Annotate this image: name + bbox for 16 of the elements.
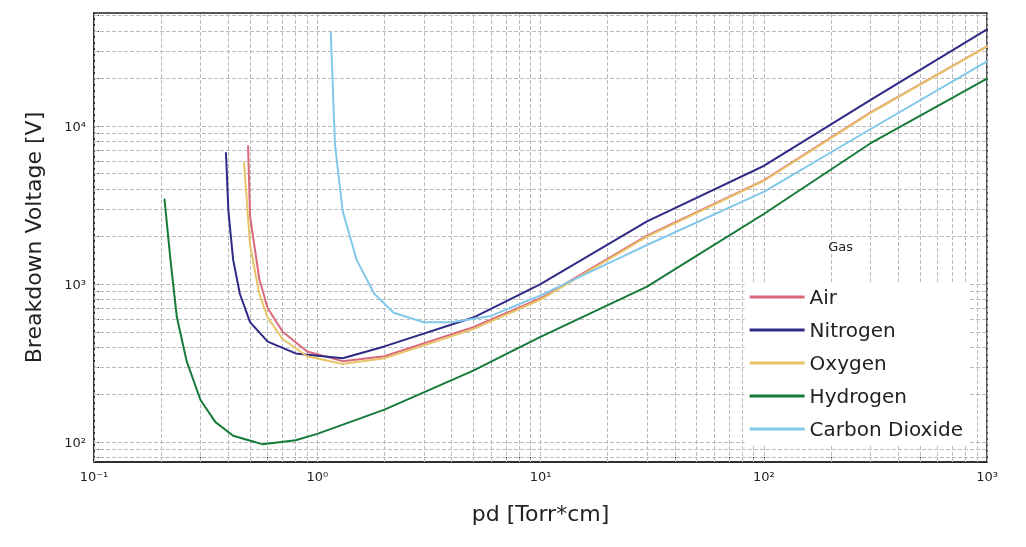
x-tick-label: 10¹ [529, 469, 552, 484]
legend-label: Hydrogen [809, 384, 907, 408]
legend-label: Carbon Dioxide [809, 417, 964, 441]
y-axis-title: Breakdown Voltage [V] [20, 111, 46, 364]
y-tick-label: 10⁴ [64, 118, 86, 134]
y-tick-label: 10² [64, 434, 86, 450]
legend-label: Oxygen [809, 351, 887, 375]
x-tick-label: 10⁰ [306, 469, 329, 484]
x-axis-title: pd [Torr*cm] [471, 500, 610, 526]
legend-title: Gas [828, 239, 854, 254]
x-tick-label: 10³ [976, 469, 998, 484]
x-tick-label: 10⁻¹ [79, 469, 109, 484]
x-tick-label: 10² [752, 469, 775, 484]
y-tick-label: 10³ [64, 276, 86, 292]
legend-label: Air [809, 285, 838, 309]
legend-label: Nitrogen [809, 318, 896, 342]
